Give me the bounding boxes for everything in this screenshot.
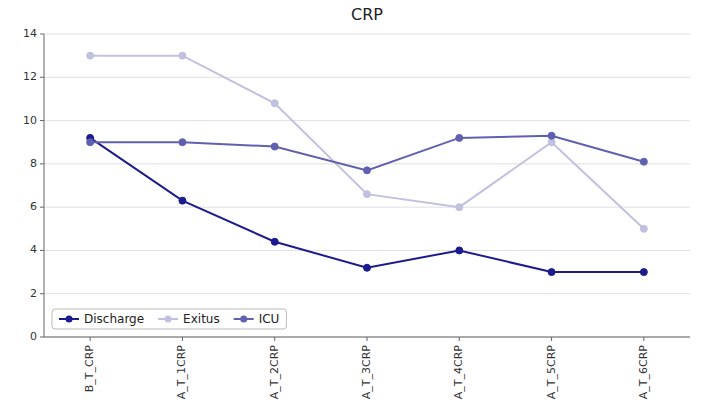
grid-line	[44, 250, 690, 251]
series-point	[456, 247, 463, 254]
series-point	[640, 225, 647, 232]
grid-line	[44, 120, 690, 121]
legend-label: ICU	[259, 312, 280, 326]
plot-area	[87, 52, 648, 275]
series-point	[364, 167, 371, 174]
y-tick	[40, 337, 44, 338]
series-point	[640, 158, 647, 165]
x-tick-label: A_T_4CRP	[452, 345, 465, 400]
y-tick	[40, 34, 44, 35]
series-point	[456, 134, 463, 141]
legend-box	[52, 309, 286, 329]
y-tick-label: 4	[30, 243, 37, 256]
series-point	[271, 100, 278, 107]
series-line	[90, 136, 644, 171]
series-point	[271, 238, 278, 245]
x-tick	[551, 337, 552, 341]
x-tick-label: A_T_3CRP	[360, 345, 373, 400]
legend-marker	[240, 316, 247, 323]
y-tick-label: 2	[30, 287, 37, 300]
series-point	[179, 139, 186, 146]
x-tick	[182, 337, 183, 341]
y-tick	[40, 250, 44, 251]
y-tick	[40, 120, 44, 121]
series-point	[548, 139, 555, 146]
series-point	[456, 204, 463, 211]
y-tick-label: 14	[23, 27, 37, 40]
grid-line	[44, 163, 690, 164]
x-tick-label: A_T_5CRP	[545, 345, 558, 400]
legend-label: Exitus	[183, 312, 220, 326]
chart-container: 0 2 4 6 8 10 12 14 B_T_CRP A_T_1CRP A_T_2CRP A_T_3C…	[0, 0, 708, 411]
grid-line	[44, 207, 690, 208]
legend-item: Exitus	[158, 312, 220, 326]
series-point	[364, 264, 371, 271]
y-tick	[40, 163, 44, 164]
y-tick-label: 0	[30, 330, 37, 343]
x-tick-label: B_T_CRP	[83, 345, 96, 393]
grid-line	[44, 77, 690, 78]
y-tick-label: 12	[23, 70, 37, 83]
title: CRP	[351, 5, 383, 24]
chart: 0 2 4 6 8 10 12 14 B_T_CRP A_T_1CRP A_T_2CRP A_T_3C…	[0, 0, 708, 411]
grid	[44, 34, 690, 337]
series-point	[548, 132, 555, 139]
x-tick	[367, 337, 368, 341]
y-tick-label: 6	[30, 200, 37, 213]
y-tick-label: 10	[23, 114, 37, 127]
legend-item: Discharge	[59, 312, 144, 326]
series-point	[271, 143, 278, 150]
y-tick	[40, 207, 44, 208]
grid-line	[44, 293, 690, 294]
legend-label: Discharge	[84, 312, 144, 326]
series-point	[364, 191, 371, 198]
series-line	[90, 56, 644, 229]
series-point	[87, 52, 94, 59]
x-tick-label: A_T_1CRP	[175, 345, 188, 400]
legend-marker	[66, 316, 73, 323]
x-tick	[459, 337, 460, 341]
x-tick	[274, 337, 275, 341]
y-axis-line	[44, 34, 45, 337]
legend: Discharge Exitus ICU	[52, 309, 286, 329]
x-tick-label: A_T_2CRP	[268, 345, 281, 400]
series-point	[548, 269, 555, 276]
x-tick-label: A_T_6CRP	[637, 345, 650, 400]
series-point	[179, 52, 186, 59]
grid-line	[44, 34, 690, 35]
y-tick	[40, 293, 44, 294]
series-point	[87, 139, 94, 146]
legend-item: ICU	[234, 312, 280, 326]
series-point	[640, 269, 647, 276]
axes: 0 2 4 6 8 10 12 14 B_T_CRP A_T_1CRP A_T_2CRP A_T_3C…	[23, 27, 690, 399]
y-tick	[40, 77, 44, 78]
series-point	[179, 197, 186, 204]
x-tick	[643, 337, 644, 341]
y-tick-label: 8	[30, 157, 37, 170]
legend-marker	[165, 316, 172, 323]
x-tick	[90, 337, 91, 341]
series-line	[90, 138, 644, 272]
